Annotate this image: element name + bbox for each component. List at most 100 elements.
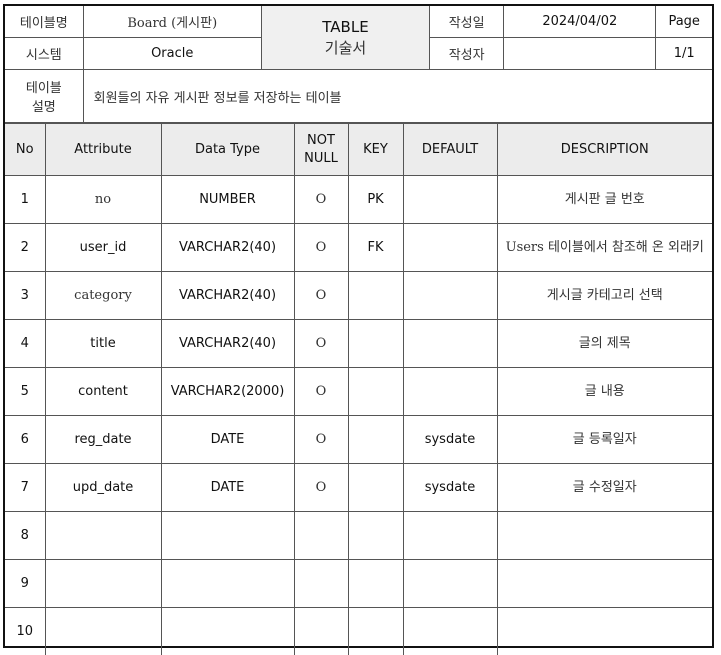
column-header-key: KEY: [347, 123, 404, 176]
cell-data-type: VARCHAR2(40): [160, 319, 295, 368]
system-label: 시스템: [5, 37, 84, 70]
cell-data-type: [160, 511, 295, 560]
date-value: 2024/04/02: [503, 6, 657, 38]
cell-default: [402, 271, 498, 320]
cell-description: [496, 559, 712, 608]
document-title: TABLE 기술서: [260, 6, 431, 70]
table-row: 10: [5, 607, 712, 655]
table-description-value: 회원들의 자유 게시판 정보를 저장하는 테이블: [82, 69, 712, 123]
column-header-attribute: Attribute: [44, 123, 162, 176]
cell-not-null: O: [293, 463, 349, 512]
cell-not-null: O: [293, 271, 349, 320]
cell-key: [347, 607, 404, 655]
cell-not-null: O: [293, 415, 349, 464]
cell-default: [402, 223, 498, 272]
cell-attribute: [44, 511, 162, 560]
cell-data-type: [160, 559, 295, 608]
cell-no: 7: [5, 463, 46, 512]
cell-attribute: reg_date: [44, 415, 162, 464]
cell-data-type: VARCHAR2(2000): [160, 367, 295, 416]
column-header-no: No: [5, 123, 46, 176]
cell-not-null: O: [293, 319, 349, 368]
cell-description: 글 등록일자: [496, 415, 712, 464]
cell-default: [402, 607, 498, 655]
cell-no: 8: [5, 511, 46, 560]
column-header-description: DESCRIPTION: [496, 123, 712, 176]
cell-no: 4: [5, 319, 46, 368]
author-label: 작성자: [429, 37, 505, 70]
cell-default: [402, 367, 498, 416]
cell-key: [347, 559, 404, 608]
cell-description: 게시판 글 번호: [496, 175, 712, 224]
cell-description: 글 수정일자: [496, 463, 712, 512]
attribute-table: No Attribute Data Type NOT NULL KEY DEFA…: [5, 123, 712, 655]
table-row: 3 category VARCHAR2(40) O 게시글 카테고리 선택: [5, 271, 712, 320]
cell-key: [347, 463, 404, 512]
cell-description: Users 테이블에서 참조해 온 외래키: [496, 223, 712, 272]
cell-attribute: user_id: [44, 223, 162, 272]
table-spec-document: 테이블명 Board (게시판) TABLE 기술서 작성일 2024/04/0…: [3, 4, 714, 655]
cell-key: [347, 319, 404, 368]
column-header-default: DEFAULT: [402, 123, 498, 176]
document-header: 테이블명 Board (게시판) TABLE 기술서 작성일 2024/04/0…: [5, 6, 712, 123]
table-name-value: Board (게시판): [82, 6, 262, 38]
cell-no: 10: [5, 607, 46, 655]
column-header-not-null-line1: NOT: [307, 132, 335, 148]
cell-key: [347, 367, 404, 416]
cell-description: 글의 제목: [496, 319, 712, 368]
cell-default: [402, 319, 498, 368]
cell-attribute: no: [44, 175, 162, 224]
cell-description: [496, 511, 712, 560]
cell-no: 6: [5, 415, 46, 464]
column-header-not-null: NOT NULL: [293, 123, 349, 176]
cell-data-type: VARCHAR2(40): [160, 271, 295, 320]
cell-description: 게시글 카테고리 선택: [496, 271, 712, 320]
cell-no: 1: [5, 175, 46, 224]
cell-attribute: content: [44, 367, 162, 416]
cell-default: sysdate: [402, 463, 498, 512]
cell-attribute: [44, 559, 162, 608]
cell-attribute: [44, 607, 162, 655]
cell-key: PK: [347, 175, 404, 224]
cell-key: [347, 271, 404, 320]
cell-no: 5: [5, 367, 46, 416]
cell-data-type: VARCHAR2(40): [160, 223, 295, 272]
cell-default: [402, 175, 498, 224]
cell-no: 3: [5, 271, 46, 320]
table-name-label: 테이블명: [5, 6, 84, 38]
column-header-row: No Attribute Data Type NOT NULL KEY DEFA…: [5, 123, 712, 176]
table-row: 9: [5, 559, 712, 608]
cell-attribute: upd_date: [44, 463, 162, 512]
page-value: 1/1: [655, 37, 712, 70]
cell-data-type: [160, 607, 295, 655]
cell-key: [347, 415, 404, 464]
cell-data-type: DATE: [160, 415, 295, 464]
cell-description: [496, 607, 712, 655]
date-label: 작성일: [429, 6, 505, 38]
cell-not-null: O: [293, 175, 349, 224]
cell-default: [402, 559, 498, 608]
cell-not-null: [293, 511, 349, 560]
table-row: 4 title VARCHAR2(40) O 글의 제목: [5, 319, 712, 368]
document-title-line2: 기술서: [324, 38, 367, 57]
cell-attribute: category: [44, 271, 162, 320]
cell-no: 2: [5, 223, 46, 272]
column-header-not-null-line2: NULL: [304, 150, 338, 166]
table-description-label: 테이블 설명: [5, 69, 84, 123]
table-row: 1 no NUMBER O PK 게시판 글 번호: [5, 175, 712, 224]
cell-attribute: title: [44, 319, 162, 368]
table-row: 5 content VARCHAR2(2000) O 글 내용: [5, 367, 712, 416]
cell-not-null: [293, 559, 349, 608]
column-header-data-type: Data Type: [160, 123, 295, 176]
system-value: Oracle: [82, 37, 262, 70]
cell-default: [402, 511, 498, 560]
cell-not-null: O: [293, 223, 349, 272]
table-description-label-line2: 설명: [31, 100, 56, 115]
cell-no: 9: [5, 559, 46, 608]
cell-not-null: [293, 607, 349, 655]
cell-description: 글 내용: [496, 367, 712, 416]
cell-data-type: DATE: [160, 463, 295, 512]
cell-default: sysdate: [402, 415, 498, 464]
